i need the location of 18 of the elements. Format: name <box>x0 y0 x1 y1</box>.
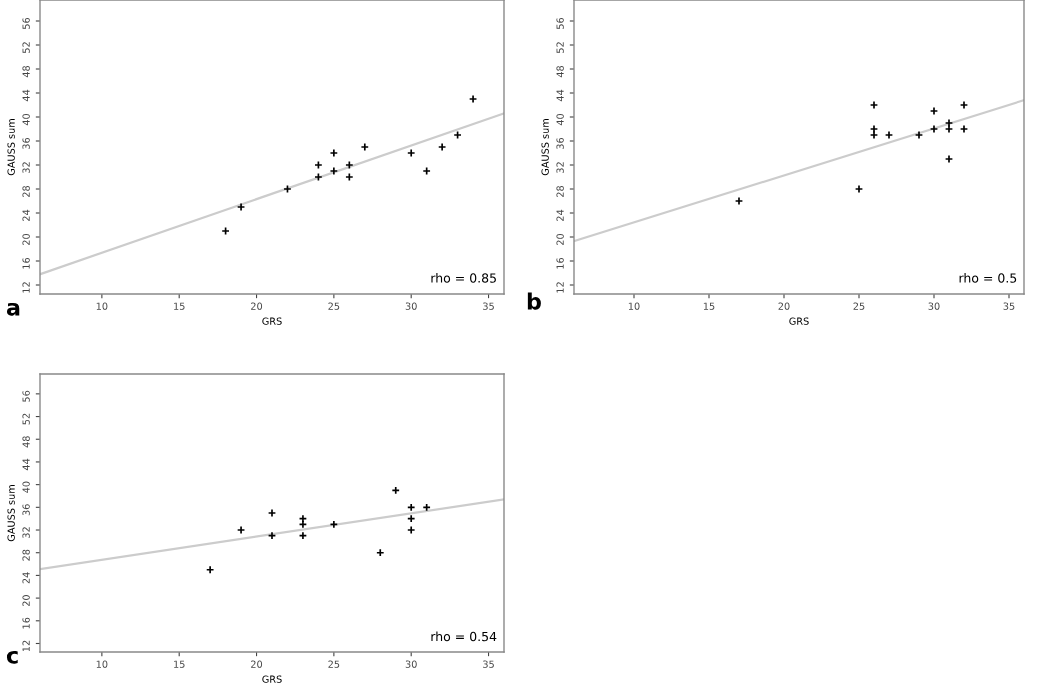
point <box>267 531 277 540</box>
point <box>406 514 416 523</box>
text: c <box>6 650 18 664</box>
point <box>360 142 370 152</box>
point <box>437 142 447 152</box>
point <box>422 503 431 512</box>
point <box>329 148 339 158</box>
point <box>329 166 339 176</box>
point <box>298 531 308 540</box>
text: b <box>527 292 541 310</box>
text: a <box>6 302 20 316</box>
point <box>406 148 416 158</box>
point <box>406 525 416 535</box>
point <box>391 486 400 495</box>
point <box>205 565 215 574</box>
point <box>422 166 431 176</box>
point <box>406 503 416 512</box>
point <box>376 548 385 557</box>
